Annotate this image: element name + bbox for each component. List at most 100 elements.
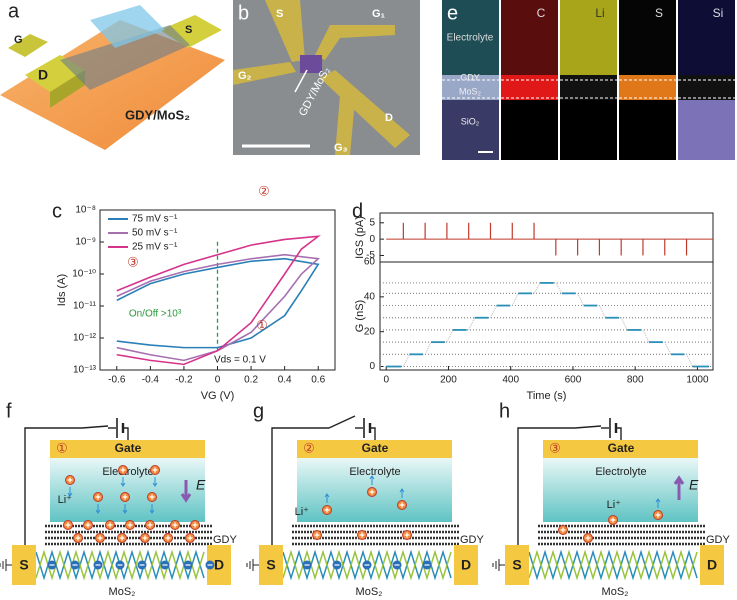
plus — [67, 477, 73, 483]
ion-arrow — [67, 487, 73, 497]
transition — [468, 317, 476, 331]
x-tick-label: 0.2 — [244, 375, 258, 386]
map-top — [442, 0, 499, 75]
y-tick-label: 10⁻¹¹ — [73, 301, 97, 312]
source-label: S — [512, 557, 521, 573]
annotation: Vds = 0.1 V — [214, 355, 266, 366]
gate-label: G — [14, 34, 23, 46]
series-line — [116, 253, 321, 362]
drain-electrode — [454, 545, 478, 585]
electrode — [315, 25, 395, 60]
annotation: On/Off >10³ — [129, 309, 182, 320]
field-arrow — [180, 480, 192, 503]
drain-label: D — [707, 557, 717, 573]
transition — [402, 354, 410, 367]
gate-label: Gate — [608, 441, 635, 455]
plus — [359, 532, 365, 538]
x-tick-label: -0.6 — [108, 375, 126, 386]
electrolyte-label: Electrolyte — [349, 466, 400, 478]
x-tick-label: 0.4 — [278, 375, 292, 386]
device-diagram: g Gate ② Electrolyte GDY MoS₂ S D Li⁺ — [246, 400, 485, 598]
drain-label: D — [214, 557, 224, 573]
transition — [620, 317, 628, 331]
annotation: ② — [258, 183, 270, 198]
transition — [577, 293, 585, 306]
gate-label: Gate — [115, 441, 142, 455]
wire — [271, 427, 329, 545]
plus — [119, 535, 125, 541]
ion-label: Li⁺ — [58, 494, 73, 506]
y-axis-label: Ids (A) — [56, 274, 68, 306]
map-bottom — [560, 100, 617, 160]
panel-label: b — [238, 2, 249, 24]
legend-label: 50 mV s⁻¹ — [132, 228, 178, 239]
annotation: ① — [256, 317, 268, 332]
map-bottom — [442, 100, 499, 160]
arrow — [294, 69, 308, 93]
ion-arrow — [152, 477, 158, 487]
channel-label: MoS₂ — [109, 586, 136, 598]
layer-label: GDY — [460, 72, 480, 82]
column-label: Si — [713, 6, 724, 20]
ion-arrow — [369, 475, 375, 485]
y-tick-label: -5 — [366, 250, 375, 261]
map-top — [619, 0, 676, 75]
gdy-label: GDY — [706, 534, 731, 546]
series-line — [116, 235, 321, 366]
gate-electrolyte — [90, 5, 165, 48]
plus — [97, 535, 103, 541]
source-electrode — [505, 545, 529, 585]
x-tick-label: 400 — [502, 375, 519, 386]
series-line — [116, 257, 320, 349]
electrode — [335, 95, 355, 155]
wire — [123, 427, 129, 440]
panel-label: c — [52, 200, 62, 222]
plot-frame — [379, 212, 714, 263]
map-bottom — [678, 100, 735, 160]
gate-label: Gate — [362, 441, 389, 455]
drain-label: D — [38, 67, 48, 83]
plus — [314, 532, 320, 538]
transition — [598, 305, 606, 318]
column-label: Electrolyte — [447, 33, 494, 44]
plus — [165, 535, 171, 541]
plus — [192, 522, 198, 528]
device-diagram: f Gate ① Electrolyte GDY MoS₂ S D Li⁺ E — [0, 400, 238, 598]
gdy-label: GDY — [213, 534, 238, 546]
layer-label: SiO₂ — [461, 116, 480, 126]
plot-frame — [379, 261, 714, 371]
wire — [616, 427, 622, 440]
x-axis-label: VG (V) — [201, 390, 235, 402]
transition — [424, 341, 432, 355]
panel-b: b S G₁ G₂ G₃ D GDY/MoS₂ — [233, 0, 420, 155]
transition — [446, 329, 454, 343]
y-tick-label: 20 — [364, 326, 376, 337]
electrolyte — [543, 458, 698, 522]
gate-label: G₂ — [238, 70, 252, 82]
electrode — [265, 0, 305, 62]
panel-label: a — [8, 0, 20, 22]
electrolyte-label: Electrolyte — [102, 466, 153, 478]
x-axis-label: Time (s) — [527, 390, 567, 402]
ion-label: Li⁺ — [607, 499, 622, 511]
plus — [85, 522, 91, 528]
plus — [560, 527, 566, 533]
panel-e: Electrolyte C Li S Si GDY MoS₂ SiO₂ — [442, 0, 735, 160]
channel — [60, 25, 190, 90]
step-label: ① — [56, 440, 68, 455]
x-tick-label: 200 — [440, 375, 457, 386]
plus — [152, 467, 158, 473]
flake — [300, 55, 322, 73]
y-tick-label: 10⁻⁹ — [75, 237, 96, 248]
plus — [65, 522, 71, 528]
x-tick-label: 0 — [215, 375, 221, 386]
wire — [24, 427, 82, 545]
source-electrode — [12, 545, 36, 585]
y-axis-label: G (nS) — [354, 300, 366, 332]
channel-label: GDY/MoS₂ — [125, 107, 190, 122]
device-diagram: h Gate ③ Electrolyte GDY MoS₂ S D Li⁺ E — [492, 400, 731, 598]
plus — [147, 522, 153, 528]
plus — [149, 494, 155, 500]
transition — [686, 354, 693, 367]
y-tick-label: 0 — [369, 234, 375, 245]
